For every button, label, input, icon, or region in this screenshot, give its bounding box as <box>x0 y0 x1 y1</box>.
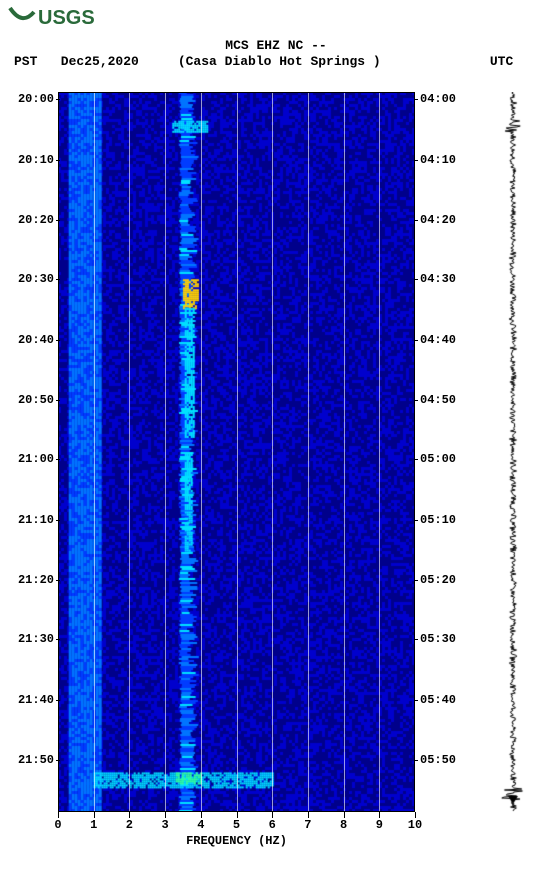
waveform-sidebar <box>500 92 526 812</box>
y-left-label: 21:50 <box>10 753 54 767</box>
y-tickmark <box>56 340 60 341</box>
gridline <box>165 92 166 812</box>
y-left-label: 21:30 <box>10 632 54 646</box>
x-tick-label: 3 <box>157 818 173 832</box>
y-left-label: 20:40 <box>10 333 54 347</box>
y-tickmark <box>414 580 418 581</box>
svg-text:USGS: USGS <box>38 7 95 28</box>
y-left-label: 21:40 <box>10 693 54 707</box>
x-tick-label: 0 <box>50 818 66 832</box>
gridline <box>379 92 380 812</box>
y-tickmark <box>56 459 60 460</box>
y-tickmark <box>414 760 418 761</box>
y-right-label: 05:40 <box>420 693 456 707</box>
y-left-label: 20:30 <box>10 272 54 286</box>
y-tickmark <box>56 279 60 280</box>
y-tickmark <box>56 580 60 581</box>
gridline <box>344 92 345 812</box>
x-tick-label: 2 <box>121 818 137 832</box>
x-tick-label: 6 <box>264 818 280 832</box>
y-left-label: 20:50 <box>10 393 54 407</box>
gridline <box>237 92 238 812</box>
y-right-label: 05:10 <box>420 513 456 527</box>
y-right-label: 04:50 <box>420 393 456 407</box>
y-right-label: 05:20 <box>420 573 456 587</box>
y-tickmark <box>414 160 418 161</box>
y-right-label: 04:20 <box>420 213 456 227</box>
x-axis-label: FREQUENCY (HZ) <box>58 834 415 848</box>
y-right-label: 05:30 <box>420 632 456 646</box>
y-tickmark <box>56 400 60 401</box>
y-left-label: 20:00 <box>10 92 54 106</box>
y-tickmark <box>56 639 60 640</box>
y-right-label: 04:30 <box>420 272 456 286</box>
y-tickmark <box>56 160 60 161</box>
x-tick-label: 10 <box>407 818 423 832</box>
chart-title: MCS EHZ NC -- <box>0 38 552 53</box>
y-tickmark <box>414 220 418 221</box>
y-left-label: 21:20 <box>10 573 54 587</box>
y-tickmark <box>414 520 418 521</box>
y-tickmark <box>56 520 60 521</box>
x-tick-label: 5 <box>229 818 245 832</box>
y-right-label: 05:50 <box>420 753 456 767</box>
x-tick-label: 9 <box>371 818 387 832</box>
y-left-label: 21:00 <box>10 452 54 466</box>
x-tick-label: 7 <box>300 818 316 832</box>
y-left-label: 21:10 <box>10 513 54 527</box>
y-tickmark <box>56 760 60 761</box>
y-right-label: 05:00 <box>420 452 456 466</box>
y-tickmark <box>56 99 60 100</box>
y-tickmark <box>414 279 418 280</box>
gridline <box>129 92 130 812</box>
gridline <box>201 92 202 812</box>
y-tickmark <box>414 700 418 701</box>
y-left-label: 20:20 <box>10 213 54 227</box>
x-tick-label: 4 <box>193 818 209 832</box>
y-right-label: 04:00 <box>420 92 456 106</box>
y-left-label: 20:10 <box>10 153 54 167</box>
gridline <box>94 92 95 812</box>
spectrogram-plot <box>58 92 415 812</box>
x-tick-label: 8 <box>336 818 352 832</box>
y-tickmark <box>414 459 418 460</box>
y-tickmark <box>414 340 418 341</box>
y-tickmark <box>56 220 60 221</box>
y-right-label: 04:40 <box>420 333 456 347</box>
gridline <box>272 92 273 812</box>
y-tickmark <box>414 639 418 640</box>
y-tickmark <box>414 400 418 401</box>
gridline <box>308 92 309 812</box>
y-tickmark <box>56 700 60 701</box>
y-tickmark <box>414 99 418 100</box>
chart-subtitle: PST Dec25,2020 (Casa Diablo Hot Springs … <box>14 54 513 69</box>
y-right-label: 04:10 <box>420 153 456 167</box>
usgs-logo: USGS <box>8 4 98 28</box>
x-tick-label: 1 <box>86 818 102 832</box>
